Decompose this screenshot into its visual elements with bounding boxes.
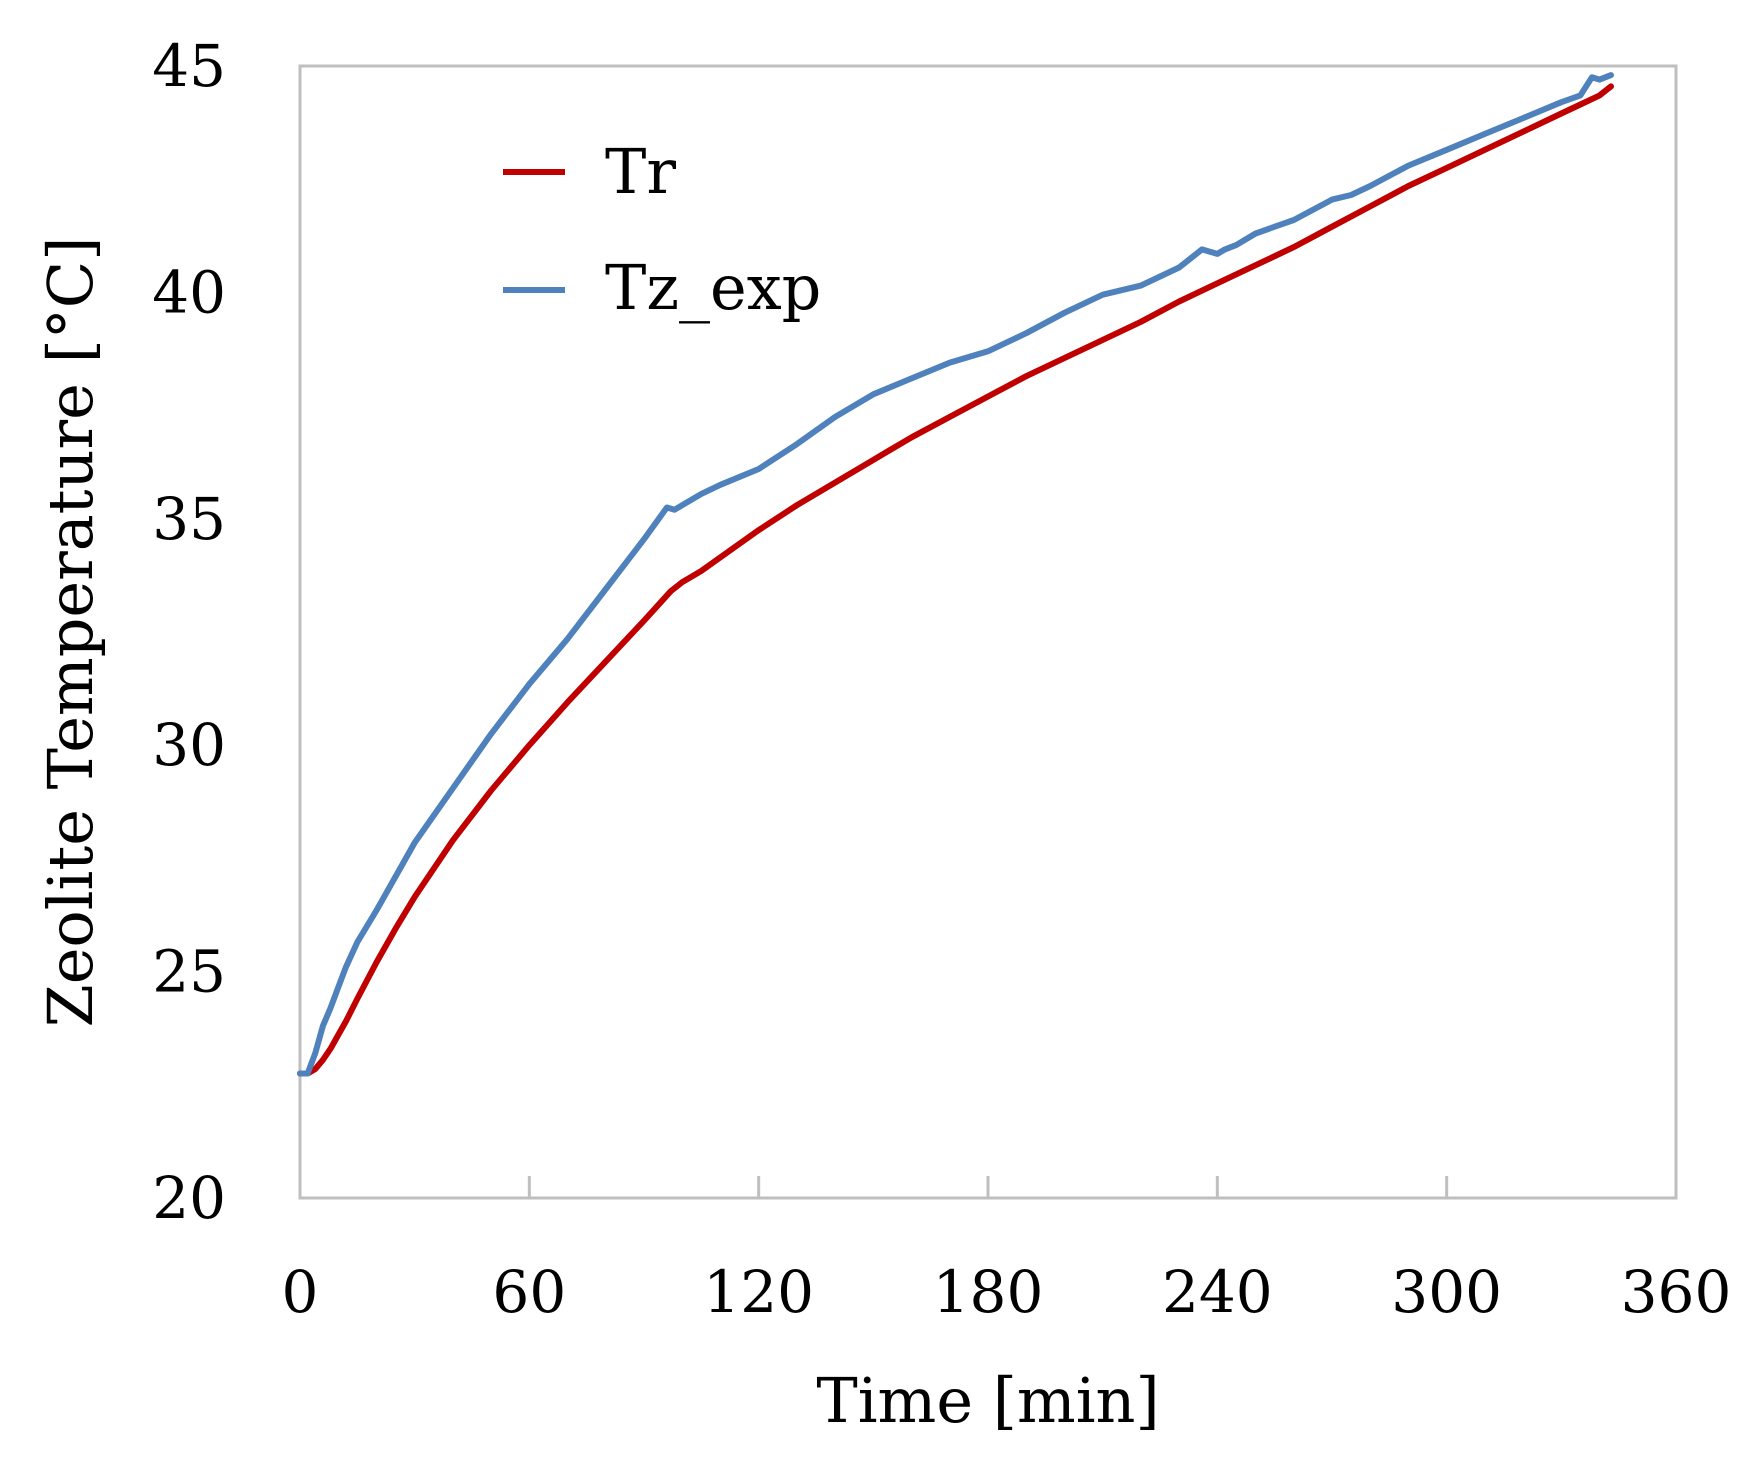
x-tick-label-120: 120	[703, 1258, 814, 1326]
series-lines	[297, 72, 1614, 1077]
x-tick-label-240: 240	[1162, 1258, 1273, 1326]
y-axis-tick-labels: 20 25 30 35 40 45	[152, 32, 226, 1232]
x-tick-label-180: 180	[933, 1258, 1044, 1326]
y-tick-label-30: 30	[152, 711, 226, 779]
x-tick-label-60: 60	[492, 1258, 566, 1326]
series-line-tr	[297, 83, 1614, 1077]
x-tick-label-360: 360	[1621, 1258, 1732, 1326]
legend: Tr Tz_exp	[503, 135, 821, 324]
x-tick-label-0: 0	[282, 1258, 319, 1326]
series-line-tz-exp	[297, 72, 1614, 1077]
y-tick-label-20: 20	[152, 1164, 226, 1232]
x-axis-tick-labels: 0 60 120 180 240 300 360	[282, 1258, 1732, 1326]
y-tick-label-35: 35	[152, 485, 226, 553]
x-axis-ticks	[527, 1176, 1449, 1198]
y-tick-label-40: 40	[152, 258, 226, 326]
y-axis-title: Zeolite Temperature [°C]	[34, 237, 107, 1028]
x-tick-label-300: 300	[1391, 1258, 1502, 1326]
legend-label-tr: Tr	[605, 135, 676, 208]
y-tick-label-45: 45	[152, 32, 226, 100]
x-axis-title: Time [min]	[816, 1364, 1159, 1437]
y-tick-label-25: 25	[152, 938, 226, 1006]
legend-label-tz-exp: Tz_exp	[605, 251, 821, 324]
